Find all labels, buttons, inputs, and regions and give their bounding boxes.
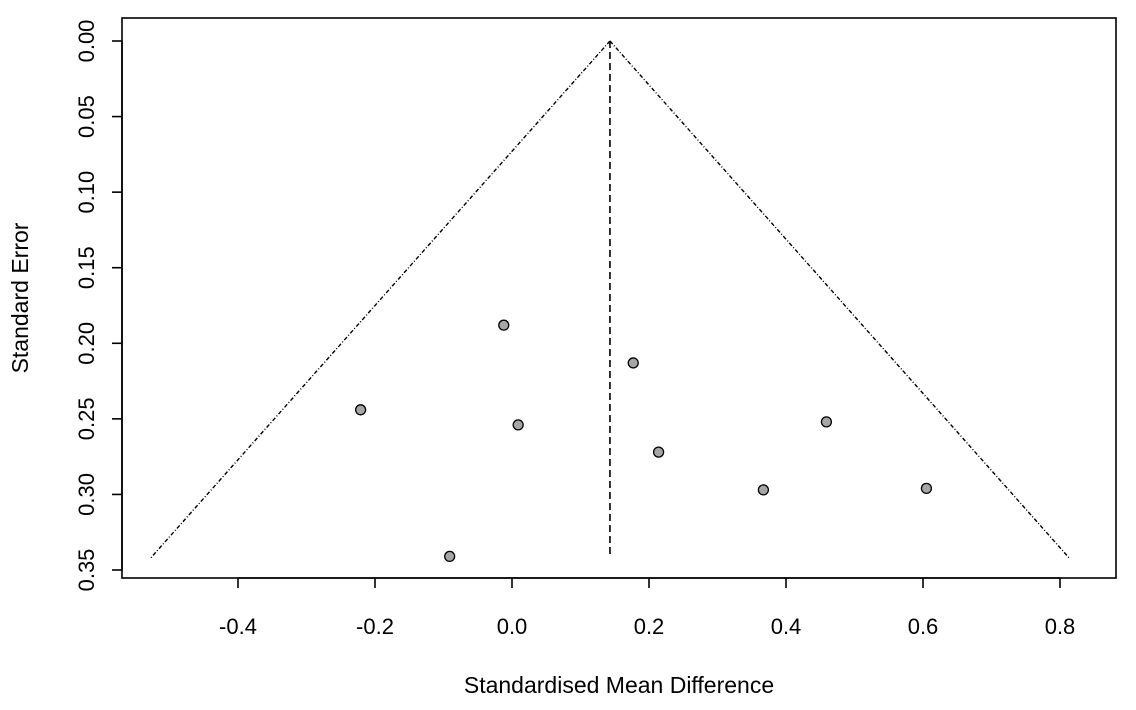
funnel-layer xyxy=(150,40,1070,559)
y-tick-label: 0.00 xyxy=(74,20,99,63)
funnel-left-boundary xyxy=(150,40,611,559)
y-axis-title: Standard Error xyxy=(7,222,33,373)
x-tick-label: 0.4 xyxy=(771,614,802,639)
study-point xyxy=(820,416,833,428)
study-point xyxy=(652,446,665,458)
y-axis: 0.00 0.05 0.10 0.15 0.20 0.25 0.30 0.35 xyxy=(74,20,123,592)
y-tick-label: 0.30 xyxy=(74,473,99,516)
study-point xyxy=(757,484,770,496)
study-point xyxy=(498,319,510,331)
plot-frame xyxy=(121,17,1117,579)
x-tick-label: -0.4 xyxy=(219,614,257,639)
x-tick-label: 0.2 xyxy=(634,614,665,639)
study-point xyxy=(627,357,639,369)
funnel-right-boundary xyxy=(609,40,1070,559)
y-tick-label: 0.20 xyxy=(74,322,99,365)
x-tick-label: 0.6 xyxy=(908,614,939,639)
x-tick-label: -0.2 xyxy=(356,614,394,639)
x-axis: -0.4 -0.2 0.0 0.2 0.4 0.6 0.8 xyxy=(219,577,1076,639)
x-axis-title: Standardised Mean Difference xyxy=(464,672,774,698)
y-tick-label: 0.15 xyxy=(74,246,99,289)
y-tick-label: 0.25 xyxy=(74,397,99,440)
x-tick-label: 0.8 xyxy=(1045,614,1076,639)
study-point xyxy=(920,482,933,495)
x-tick-label: 0.0 xyxy=(497,614,528,639)
study-point xyxy=(354,404,367,416)
y-tick-label: 0.35 xyxy=(74,549,99,592)
study-point xyxy=(444,550,456,563)
y-tick-label: 0.05 xyxy=(74,95,99,138)
y-tick-label: 0.10 xyxy=(74,171,99,214)
study-point xyxy=(512,419,524,431)
points-layer xyxy=(354,319,933,563)
